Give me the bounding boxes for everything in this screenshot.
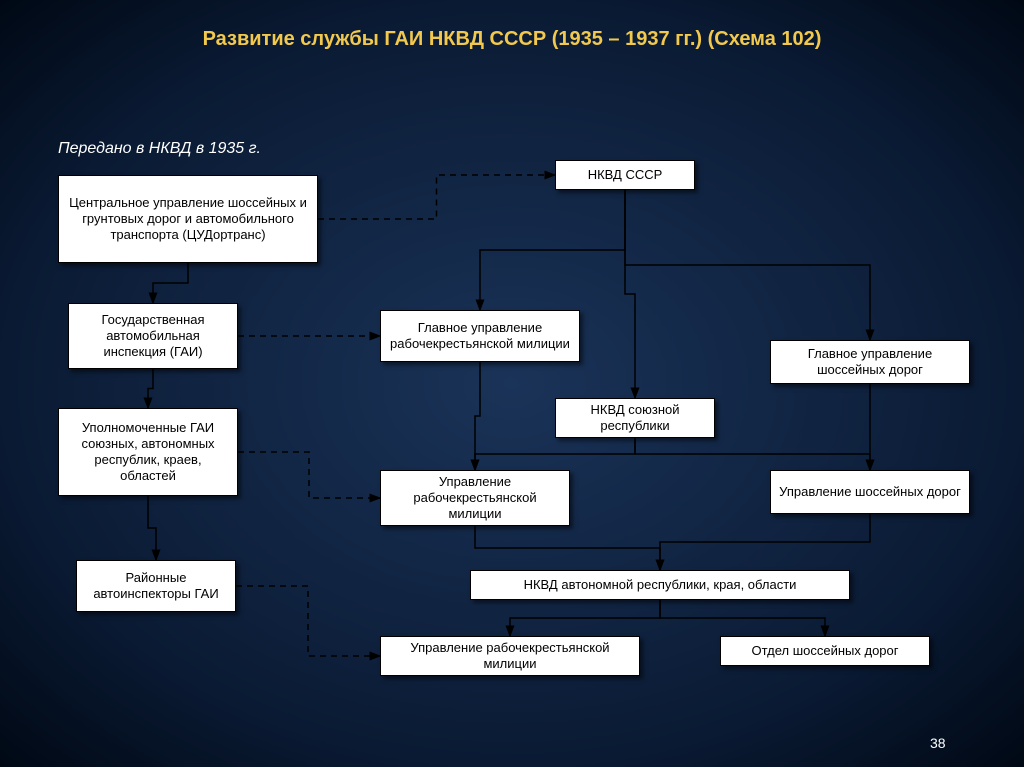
- node-nkvd: НКВД СССР: [555, 160, 695, 190]
- diagram-subtitle: Передано в НКВД в 1935 г.: [58, 140, 261, 158]
- node-oshd: Отдел шоссейных дорог: [720, 636, 930, 666]
- node-urkm: Управление рабочекрестьянской милиции: [380, 470, 570, 526]
- edge-upoln-urkm: [238, 452, 380, 498]
- edge-upoln-rayon: [148, 496, 156, 560]
- node-tsu: Центральное управление шоссейных и грунт…: [58, 175, 318, 263]
- node-gai: Государственная автомобильная инспекция …: [68, 303, 238, 369]
- edge-gai-upoln: [148, 369, 153, 408]
- edge-nkvd-gushd: [625, 190, 870, 340]
- edge-ushd-nkvd_ar: [660, 514, 870, 570]
- node-nkvd_sr: НКВД союзной республики: [555, 398, 715, 438]
- node-urkm2: Управление рабочекрестьянской милиции: [380, 636, 640, 676]
- node-nkvd_ar: НКВД автономной республики, края, област…: [470, 570, 850, 600]
- node-ushd: Управление шоссейных дорог: [770, 470, 970, 514]
- edge-tsu-nkvd: [318, 175, 555, 219]
- edge-nkvd_ar-urkm2: [510, 600, 660, 636]
- edge-tsu-gai: [153, 263, 188, 303]
- node-rayon: Районные автоинспекторы ГАИ: [76, 560, 236, 612]
- node-gushd: Главное управление шоссейных дорог: [770, 340, 970, 384]
- edge-urkm-nkvd_ar: [475, 526, 660, 570]
- node-gurkm: Главное управление рабочекрестьянской ми…: [380, 310, 580, 362]
- page-number: 38: [930, 735, 946, 751]
- edge-nkvd-nkvd_sr: [625, 190, 635, 398]
- edge-rayon-urkm2: [236, 586, 380, 656]
- edge-nkvd_ar-oshd: [660, 600, 825, 636]
- diagram-title: Развитие службы ГАИ НКВД СССР (1935 – 19…: [0, 28, 1024, 51]
- edge-nkvd_sr-urkm: [475, 438, 635, 470]
- node-upoln: Уполномоченные ГАИ союзных, автономных р…: [58, 408, 238, 496]
- edge-nkvd-gurkm: [480, 190, 625, 310]
- edge-gurkm-urkm: [475, 362, 480, 470]
- edge-nkvd_sr-ushd: [635, 438, 870, 470]
